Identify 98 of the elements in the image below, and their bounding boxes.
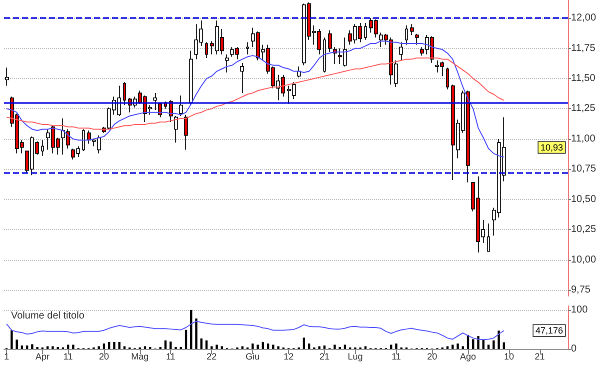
- bar: [498, 330, 500, 349]
- x-tick-label: Lug: [348, 352, 363, 362]
- y-tick-label: 0: [571, 344, 577, 354]
- candlestick: [323, 37, 326, 73]
- bar: [272, 344, 274, 349]
- bar: [195, 318, 198, 349]
- candlestick: [158, 102, 162, 118]
- candlestick: [5, 67, 9, 86]
- x-tick-label: Ago: [460, 352, 476, 362]
- bar: [477, 336, 480, 349]
- x-tick-label: 20: [98, 352, 109, 362]
- y-tick-label: 100: [571, 304, 588, 316]
- bar: [210, 346, 213, 349]
- candlestick: [225, 54, 229, 73]
- bar: [66, 344, 70, 349]
- bar: [10, 330, 13, 349]
- y-tick-label: 11,00: [571, 133, 596, 144]
- bar: [487, 344, 490, 349]
- candlestick: [410, 24, 414, 36]
- bar: [390, 344, 392, 349]
- candlestick: [405, 24, 408, 46]
- candlestick: [364, 22, 367, 40]
- y-tick-label: 11,50: [571, 73, 596, 84]
- bar: [334, 344, 336, 349]
- x-tick-label: 21: [534, 352, 545, 362]
- candlestick: [446, 67, 449, 90]
- bar: [102, 344, 106, 349]
- bar: [456, 344, 459, 349]
- bar: [277, 346, 280, 349]
- candlestick: [328, 30, 332, 52]
- y-tick-label: 10,25: [571, 224, 596, 236]
- x-tick-label: 1: [4, 352, 10, 362]
- bar: [256, 344, 259, 349]
- line-series: [6, 40, 504, 158]
- candlestick: [184, 114, 188, 150]
- x-tick-label: 10: [504, 352, 514, 362]
- bar: [452, 344, 454, 349]
- candlestick: [246, 42, 249, 55]
- bar: [16, 340, 18, 349]
- x-tick-label: 11: [166, 352, 176, 362]
- x-tick-label: Giu: [246, 352, 260, 362]
- bar: [170, 342, 172, 349]
- candlestick: [297, 66, 301, 78]
- bar: [252, 344, 254, 349]
- annotation: 10,93: [540, 142, 563, 152]
- x-tick-label: 11: [63, 352, 73, 362]
- bar: [262, 342, 264, 349]
- line-series: [6, 320, 504, 340]
- bar: [472, 339, 474, 349]
- candlestick: [189, 50, 193, 106]
- bar: [118, 342, 120, 349]
- y-tick-label: 10,50: [571, 194, 596, 205]
- bar: [108, 342, 110, 349]
- candlestick: [82, 128, 85, 152]
- y-tick-label: 11,75: [571, 42, 596, 54]
- y-tick-label: 11,25: [571, 103, 596, 114]
- x-tick-label: 22: [206, 352, 217, 362]
- bar: [52, 346, 54, 349]
- bar: [502, 342, 506, 349]
- candlestick: [41, 140, 44, 156]
- x-tick-label: Apr: [35, 352, 50, 362]
- x-tick-label: 11: [392, 352, 401, 362]
- x-tick-label: 20: [427, 352, 438, 362]
- bar: [302, 338, 306, 349]
- bar: [20, 345, 24, 349]
- candlestick: [399, 42, 403, 61]
- x-tick-label: 12: [284, 352, 294, 362]
- candlestick: [415, 33, 419, 46]
- line-series: [6, 57, 504, 130]
- bar: [26, 345, 28, 349]
- candlestick: [123, 82, 126, 106]
- candlestick: [487, 223, 490, 252]
- y-tick-label: 12,00: [571, 12, 596, 24]
- candlestick: [240, 62, 244, 94]
- bar: [31, 344, 34, 349]
- annotation: 47,176: [535, 326, 563, 336]
- bar: [492, 340, 495, 349]
- y-tick-label: 9,75: [571, 284, 591, 296]
- y-tick-label: 10,75: [571, 164, 596, 175]
- bar: [323, 345, 326, 349]
- x-tick-label: Mag: [131, 352, 149, 362]
- bar: [184, 330, 188, 349]
- bar: [113, 342, 116, 349]
- candlestick: [174, 116, 178, 143]
- bar: [318, 346, 320, 349]
- bar: [216, 344, 218, 349]
- chart-title: Volume del titolo: [11, 310, 85, 322]
- bar: [344, 344, 346, 349]
- bar: [266, 344, 270, 349]
- y-tick-label: 10,00: [571, 254, 596, 266]
- x-tick-label: 21: [319, 352, 330, 362]
- candlestick: [179, 95, 183, 116]
- bar: [308, 344, 310, 349]
- bar: [395, 344, 398, 349]
- candlestick: [153, 92, 157, 110]
- candlestick: [205, 42, 208, 58]
- bar: [200, 338, 202, 349]
- bar: [72, 344, 74, 349]
